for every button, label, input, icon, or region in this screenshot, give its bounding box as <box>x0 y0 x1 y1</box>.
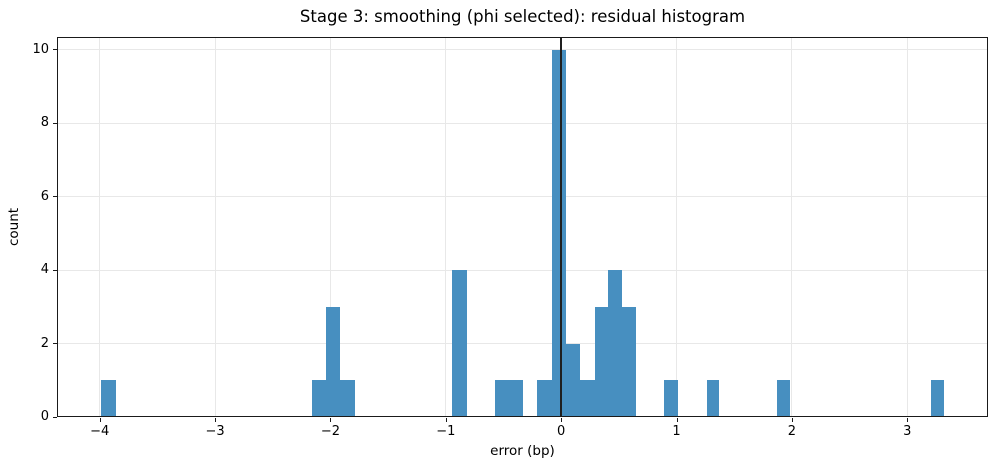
histogram-bar <box>536 380 552 417</box>
histogram-bar <box>339 380 355 417</box>
y-tick-label: 6 <box>40 188 49 204</box>
gridline-vertical <box>906 37 908 417</box>
histogram-bar <box>931 380 945 417</box>
histogram-bar <box>608 270 623 417</box>
x-tick-mark <box>215 418 217 422</box>
gridline-horizontal <box>57 196 988 198</box>
gridline-vertical <box>99 37 101 417</box>
histogram-bar <box>100 380 116 417</box>
chart-title: Stage 3: smoothing (phi selected): resid… <box>299 7 746 26</box>
y-tick-mark <box>53 49 57 51</box>
y-tick-mark <box>53 416 57 418</box>
x-tick-mark <box>330 418 332 422</box>
histogram-bar <box>706 380 720 417</box>
histogram-bar <box>776 380 790 417</box>
bars-layer <box>57 37 988 417</box>
y-tick-label: 0 <box>40 409 49 424</box>
y-axis-label: count <box>6 207 22 247</box>
gridline-horizontal <box>57 49 988 51</box>
x-tick-label: −1 <box>436 424 456 439</box>
x-tick-label: 2 <box>787 424 797 439</box>
gridline-horizontal <box>57 269 988 271</box>
x-tick-mark <box>561 418 563 422</box>
gridline-vertical <box>214 37 216 417</box>
y-tick-mark <box>53 269 57 271</box>
zero-reference-line <box>560 37 562 417</box>
x-tick-mark <box>676 418 678 422</box>
x-tick-label: 3 <box>903 424 912 439</box>
histogram-bar <box>325 306 340 417</box>
y-tick-mark <box>53 196 57 198</box>
x-tick-label: −2 <box>320 424 340 439</box>
gridline-horizontal <box>57 122 988 124</box>
y-tick-label: 2 <box>40 335 49 351</box>
y-tick-mark <box>53 343 57 345</box>
histogram-bar <box>509 380 524 417</box>
gridline-horizontal <box>57 343 988 345</box>
x-tick-mark <box>791 418 793 422</box>
histogram-bar <box>451 270 467 417</box>
plot-area <box>57 37 988 417</box>
x-axis-label: error (bp) <box>490 443 555 459</box>
x-tick-mark <box>445 418 447 422</box>
histogram-bar <box>565 343 580 417</box>
x-tick-label: −4 <box>90 424 110 439</box>
y-tick-label: 4 <box>40 262 49 278</box>
histogram-bar <box>311 380 326 417</box>
histogram-bar <box>579 380 595 417</box>
histogram-bar <box>594 306 609 417</box>
y-tick-mark <box>53 122 57 124</box>
gridline-vertical <box>445 37 447 417</box>
x-tick-label: 0 <box>557 424 566 439</box>
gridline-vertical <box>329 37 331 417</box>
histogram-bar <box>551 49 566 417</box>
grid-layer <box>57 37 988 417</box>
histogram-bar <box>663 380 678 417</box>
x-tick-label: −3 <box>205 424 225 439</box>
x-tick-mark <box>907 418 909 422</box>
histogram-bar <box>622 306 637 417</box>
y-tick-label: 10 <box>32 41 49 57</box>
gridline-vertical <box>676 37 677 417</box>
x-tick-label: 1 <box>672 424 681 439</box>
vline-layer <box>57 37 988 417</box>
gridline-vertical <box>791 37 793 417</box>
y-tick-label: 8 <box>40 115 49 131</box>
histogram-bar <box>495 380 510 417</box>
x-tick-mark <box>99 418 101 422</box>
